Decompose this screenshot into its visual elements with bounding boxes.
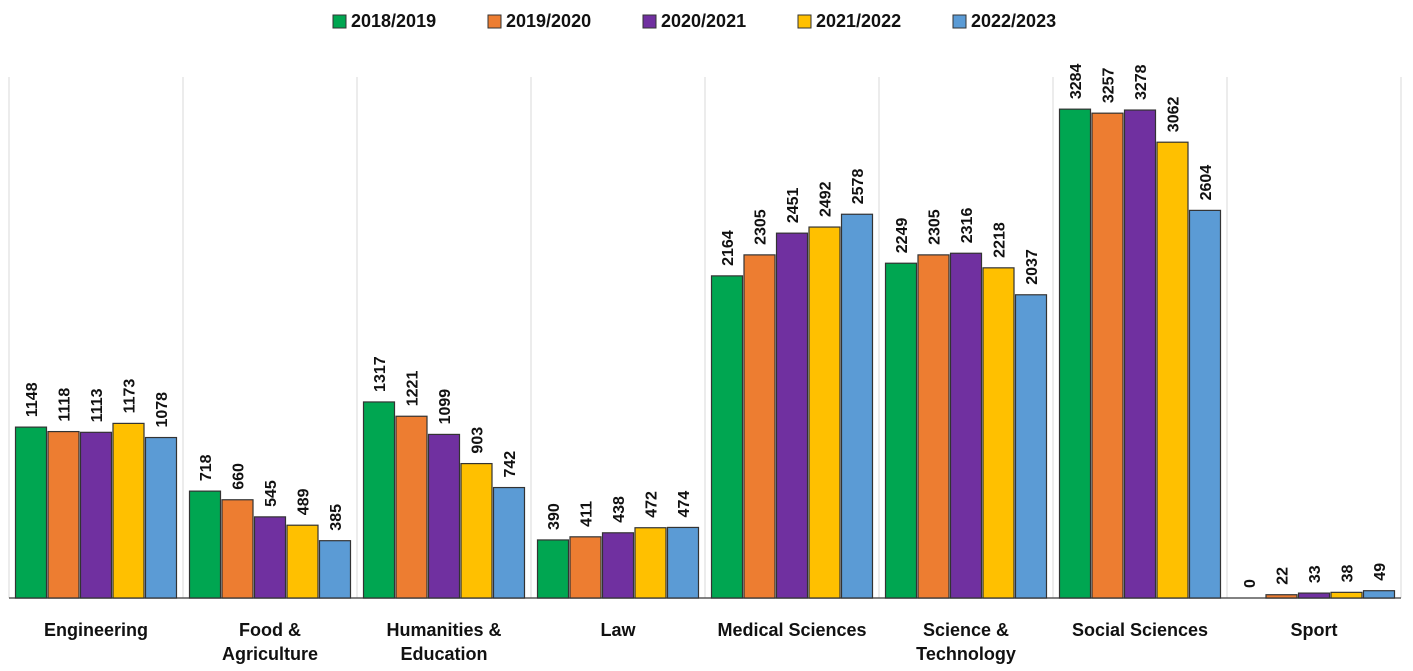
bar bbox=[188, 490, 222, 599]
value-label: 3278 bbox=[1133, 64, 1150, 100]
bar bbox=[221, 499, 254, 599]
legend-swatch bbox=[332, 14, 347, 29]
value-label: 3062 bbox=[1166, 97, 1183, 133]
value-label: 411 bbox=[579, 501, 596, 527]
bar bbox=[427, 433, 461, 599]
value-label: 660 bbox=[231, 463, 248, 490]
bar bbox=[743, 254, 776, 599]
bar bbox=[1188, 209, 1222, 599]
bar bbox=[775, 232, 809, 599]
value-label: 2316 bbox=[959, 208, 976, 244]
bar bbox=[395, 415, 428, 599]
bar bbox=[362, 401, 396, 599]
value-label: 1317 bbox=[372, 356, 389, 392]
bar bbox=[47, 430, 80, 599]
value-label: 1113 bbox=[89, 388, 106, 422]
legend-swatch bbox=[952, 14, 967, 29]
value-label: 2037 bbox=[1024, 249, 1041, 285]
bar bbox=[1014, 294, 1048, 599]
value-label: 1078 bbox=[154, 392, 171, 428]
bar bbox=[884, 262, 918, 599]
x-tick-label: Social Sciences bbox=[1071, 620, 1209, 640]
bar bbox=[840, 213, 874, 599]
x-tick-label: Humanities & Education bbox=[386, 620, 502, 664]
bar bbox=[492, 486, 526, 599]
x-tick-label: Law bbox=[600, 620, 636, 640]
bar bbox=[112, 422, 145, 599]
value-label: 1099 bbox=[437, 389, 454, 425]
bar bbox=[1265, 594, 1298, 599]
value-label: 38 bbox=[1340, 564, 1357, 582]
value-label: 22 bbox=[1275, 567, 1292, 585]
x-tick-label: Food & Agriculture bbox=[221, 620, 318, 664]
value-label: 390 bbox=[546, 503, 563, 530]
bar bbox=[1362, 590, 1396, 599]
bar bbox=[1091, 112, 1124, 599]
value-label: 2492 bbox=[818, 181, 835, 217]
legend-label: 2022/2023 bbox=[971, 11, 1056, 31]
value-label: 33 bbox=[1307, 565, 1324, 583]
bar bbox=[536, 539, 570, 599]
bar bbox=[460, 462, 493, 599]
value-label: 2249 bbox=[894, 218, 911, 254]
value-label: 3257 bbox=[1101, 67, 1118, 103]
value-label: 1221 bbox=[405, 371, 422, 407]
value-label: 438 bbox=[611, 496, 628, 523]
value-label: 3284 bbox=[1068, 63, 1085, 99]
value-label: 489 bbox=[296, 488, 313, 515]
bar bbox=[601, 532, 635, 599]
bar bbox=[634, 527, 667, 599]
legend-swatch bbox=[487, 14, 502, 29]
value-label: 2604 bbox=[1198, 165, 1215, 201]
bar bbox=[318, 540, 352, 599]
value-label: 385 bbox=[328, 504, 345, 531]
value-label: 2451 bbox=[785, 187, 802, 223]
value-label: 472 bbox=[644, 491, 661, 518]
bar bbox=[1330, 591, 1363, 599]
value-label: 2578 bbox=[850, 169, 867, 205]
x-tick-label: Engineering bbox=[43, 620, 148, 640]
bar bbox=[1156, 141, 1189, 599]
legend-swatch bbox=[642, 14, 657, 29]
bar bbox=[286, 524, 319, 599]
value-label: 545 bbox=[263, 480, 280, 507]
legend-swatch bbox=[797, 14, 812, 29]
bar bbox=[917, 254, 950, 599]
x-tick-label: Science & Technology bbox=[916, 620, 1016, 664]
value-label: 49 bbox=[1372, 563, 1389, 581]
bar bbox=[79, 431, 113, 599]
x-tick-label: Sport bbox=[1290, 620, 1338, 640]
legend-label: 2021/2022 bbox=[816, 11, 901, 31]
value-label: 0 bbox=[1242, 579, 1259, 588]
bar bbox=[14, 426, 48, 599]
bar bbox=[808, 226, 841, 599]
bar bbox=[253, 516, 287, 599]
legend-label: 2020/2021 bbox=[661, 11, 746, 31]
legend-label: 2019/2020 bbox=[506, 11, 591, 31]
value-label: 2218 bbox=[992, 222, 1009, 258]
bar bbox=[1123, 109, 1157, 599]
value-label: 474 bbox=[676, 491, 693, 518]
bar bbox=[710, 275, 744, 599]
value-label: 2164 bbox=[720, 230, 737, 266]
bar bbox=[666, 526, 700, 599]
legend-label: 2018/2019 bbox=[351, 11, 436, 31]
bar bbox=[982, 267, 1015, 599]
value-label: 903 bbox=[470, 427, 487, 454]
bar bbox=[1058, 108, 1092, 599]
value-label: 718 bbox=[198, 454, 215, 481]
value-label: 1118 bbox=[57, 388, 74, 422]
bar bbox=[144, 436, 178, 599]
value-label: 1173 bbox=[122, 379, 139, 414]
value-label: 2305 bbox=[753, 209, 770, 245]
value-label: 2305 bbox=[927, 209, 944, 245]
bar bbox=[949, 252, 983, 599]
value-label: 1148 bbox=[24, 382, 41, 417]
bar bbox=[1297, 592, 1331, 599]
x-tick-label: Medical Sciences bbox=[717, 620, 867, 640]
bar bbox=[569, 536, 602, 599]
value-label: 742 bbox=[502, 451, 519, 478]
